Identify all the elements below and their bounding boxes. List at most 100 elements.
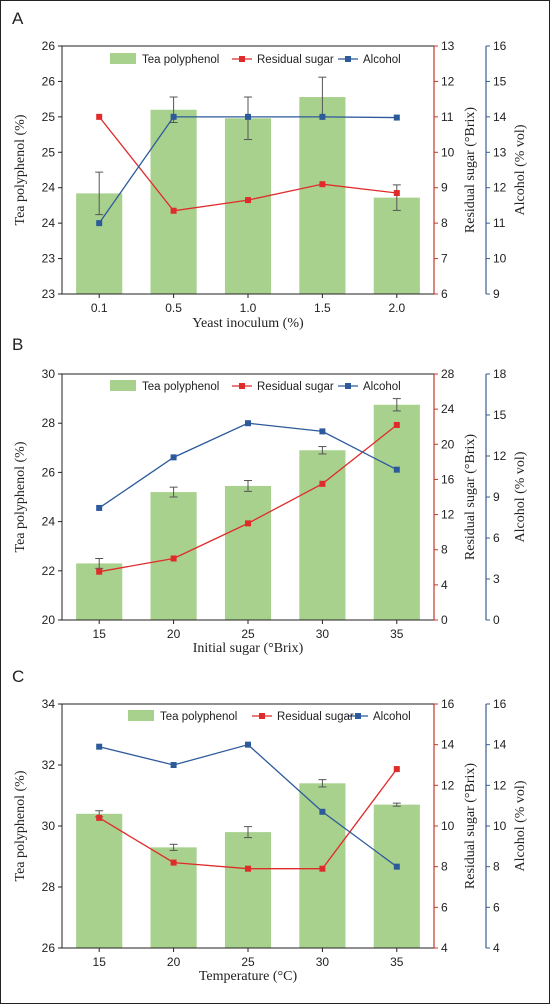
panel-label-a: A <box>12 9 24 28</box>
x-axis-label: Initial sugar (°Brix) <box>193 641 304 656</box>
y3-axis-label: Alcohol (% vol) <box>513 451 528 542</box>
y-tick-label: 26 <box>42 941 56 955</box>
x-axis-label: Yeast inoculum (%) <box>192 316 304 331</box>
legend-label-alcohol: Alcohol <box>373 711 411 723</box>
data-point <box>319 428 326 435</box>
bar <box>150 109 197 295</box>
x-tick-label: 35 <box>390 627 404 641</box>
y3-tick-label: 15 <box>493 74 507 88</box>
panel-label-c: C <box>12 667 24 686</box>
y3-tick-label: 10 <box>493 819 507 833</box>
y3-tick-label: 9 <box>493 287 500 301</box>
y2-axis-label: Residual sugar (°Brix) <box>463 107 478 233</box>
chart-panel-c <box>58 703 490 952</box>
data-point <box>245 520 251 527</box>
y-tick-label: 23 <box>42 252 56 266</box>
data-point <box>170 762 177 768</box>
data-point <box>96 113 103 120</box>
x-tick-label: 35 <box>390 955 404 969</box>
data-point <box>245 741 251 748</box>
data-point <box>319 865 326 872</box>
legend-marker-residual <box>239 383 245 389</box>
y-tick-label: 26 <box>42 465 56 479</box>
data-point <box>170 555 177 562</box>
data-point <box>393 190 400 197</box>
y-axis-label: Tea polyphenol (%) <box>13 114 28 225</box>
data-point <box>393 766 400 773</box>
y3-tick-label: 16 <box>493 697 507 711</box>
y-tick-label: 30 <box>42 819 56 833</box>
data-point <box>170 454 177 461</box>
data-point <box>245 113 251 120</box>
y-tick-label: 22 <box>42 564 56 578</box>
y-tick-label: 28 <box>42 880 56 894</box>
data-point <box>319 808 326 815</box>
y2-tick-label: 6 <box>441 900 448 914</box>
y3-tick-label: 13 <box>493 145 507 159</box>
y3-tick-label: 14 <box>493 738 507 752</box>
x-axis-label: Temperature (°C) <box>199 969 298 984</box>
data-point <box>319 113 326 120</box>
y2-tick-label: 9 <box>441 181 448 195</box>
y-tick-label: 24 <box>42 515 56 529</box>
bar <box>76 813 123 948</box>
x-tick-label: 1.5 <box>314 301 331 315</box>
legend-label-tea-polyphenol: Tea polyphenol <box>142 381 219 393</box>
y2-tick-label: 4 <box>441 578 448 592</box>
bar <box>224 832 272 948</box>
y3-tick-label: 12 <box>493 449 507 463</box>
y2-tick-label: 12 <box>441 74 455 88</box>
y2-tick-label: 10 <box>441 145 455 159</box>
data-point <box>170 859 177 866</box>
data-point <box>96 743 103 750</box>
x-tick-label: 0.1 <box>91 301 108 315</box>
legend-marker-alcohol <box>355 713 361 719</box>
legend-label-alcohol: Alcohol <box>363 381 401 393</box>
data-point <box>319 480 326 487</box>
legend-marker-alcohol <box>345 383 351 389</box>
data-point <box>170 113 177 120</box>
y3-tick-label: 8 <box>493 860 500 874</box>
data-point <box>393 863 400 870</box>
x-tick-label: 30 <box>316 627 330 641</box>
y3-tick-label: 16 <box>493 39 507 53</box>
y-axis-label: Tea polyphenol (%) <box>13 441 28 552</box>
y-tick-label: 34 <box>42 697 56 711</box>
y2-tick-label: 16 <box>441 472 455 486</box>
bar <box>299 783 346 948</box>
legend-label-alcohol: Alcohol <box>363 54 401 66</box>
y2-axis-label: Residual sugar (°Brix) <box>463 434 478 560</box>
legend-label-residual-sugar: Residual sugar <box>257 381 334 393</box>
y-tick-label: 28 <box>42 416 56 430</box>
data-point <box>393 466 400 473</box>
panel-label-b: B <box>12 335 23 354</box>
y-tick-label: 32 <box>42 758 56 772</box>
bar <box>373 404 420 620</box>
legend-swatch-bar <box>110 53 136 64</box>
y3-tick-label: 18 <box>493 367 507 381</box>
x-tick-label: 20 <box>167 955 181 969</box>
legend-label-residual-sugar: Residual sugar <box>257 54 334 66</box>
data-point <box>393 421 400 428</box>
data-point <box>170 207 177 214</box>
x-tick-label: 20 <box>167 627 181 641</box>
y3-tick-label: 12 <box>493 181 507 195</box>
y2-tick-label: 12 <box>441 778 455 792</box>
y2-tick-label: 12 <box>441 508 455 522</box>
bar <box>299 450 346 620</box>
data-point <box>393 114 400 121</box>
y3-tick-label: 12 <box>493 778 507 792</box>
legend-marker-residual <box>239 56 245 62</box>
y2-tick-label: 11 <box>441 110 454 124</box>
y-axis-label: Tea polyphenol (%) <box>13 770 28 881</box>
y2-tick-label: 10 <box>441 819 455 833</box>
y2-tick-label: 16 <box>441 697 455 711</box>
data-point <box>245 197 251 204</box>
y2-tick-label: 4 <box>441 941 448 955</box>
y2-tick-label: 13 <box>441 39 455 53</box>
legend-label-residual-sugar: Residual sugar <box>277 711 354 723</box>
y3-tick-label: 3 <box>493 572 500 586</box>
y3-tick-label: 9 <box>493 490 500 504</box>
data-point <box>245 865 251 872</box>
